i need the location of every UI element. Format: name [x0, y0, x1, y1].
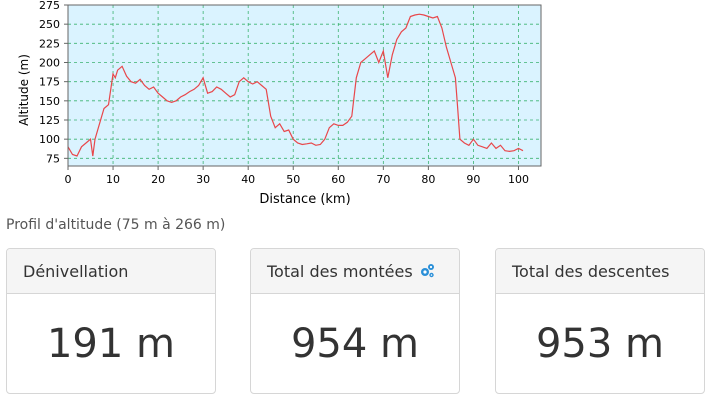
total-descent-card: Total des descentes 953 m [495, 248, 705, 394]
card-title: Total des descentes [496, 249, 704, 294]
x-tick-label: 80 [421, 173, 435, 186]
altitude-series-line [67, 13, 524, 157]
y-tick-label: 200 [39, 57, 60, 70]
x-tick-label: 90 [466, 173, 480, 186]
x-tick-label: 50 [286, 173, 300, 186]
card-value: 953 m [535, 320, 665, 367]
y-tick-label: 75 [46, 152, 60, 165]
y-axis-ticks: 75 100 125 150 175 200 225 250 275 [39, 0, 68, 165]
y-tick-label: 175 [39, 76, 60, 89]
card-title: Total des montées [267, 261, 413, 281]
x-tick-label: 30 [196, 173, 210, 186]
plot-area [68, 5, 541, 166]
x-axis-label: Distance (km) [259, 192, 350, 207]
x-axis-ticks: 0 10 20 30 40 50 60 70 80 90 100 [65, 166, 529, 186]
x-tick-label: 60 [331, 173, 345, 186]
x-tick-label: 40 [241, 173, 255, 186]
x-tick-label: 20 [151, 173, 165, 186]
plot-frame [67, 4, 542, 167]
elevation-difference-card: Dénivellation 191 m [6, 248, 216, 394]
card-value: 954 m [290, 320, 420, 367]
y-tick-label: 250 [39, 18, 60, 31]
altitude-chart: 0 10 20 30 40 50 60 70 80 90 100 75 100 125 150 175 200… [17, 0, 542, 207]
x-tick-label: 100 [508, 173, 529, 186]
x-tick-label: 0 [65, 173, 72, 186]
y-tick-label: 150 [39, 95, 60, 108]
y-tick-label: 125 [39, 114, 60, 127]
y-tick-label: 225 [39, 37, 60, 50]
card-title: Dénivellation [7, 249, 215, 294]
total-ascent-card: Total des montées 954 m [250, 248, 460, 394]
x-tick-label: 10 [106, 173, 120, 186]
y-axis-label: Altitude (m) [17, 54, 31, 126]
x-tick-label: 70 [376, 173, 390, 186]
y-tick-label: 275 [39, 0, 60, 12]
gears-icon[interactable] [418, 262, 436, 280]
card-value: 191 m [46, 320, 176, 367]
card-header: Total des montées [251, 249, 459, 294]
y-tick-label: 100 [39, 133, 60, 146]
altitude-profile-caption: Profil d'altitude (75 m à 266 m) [6, 217, 226, 233]
